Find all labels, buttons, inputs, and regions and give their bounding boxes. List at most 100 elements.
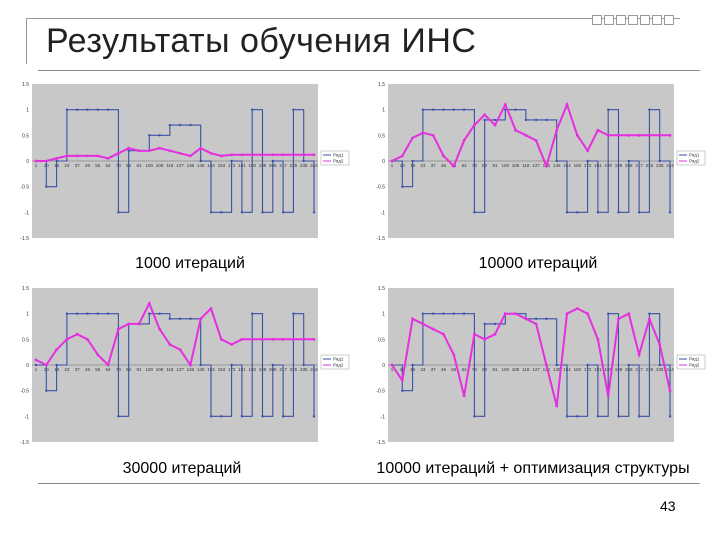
chart-2: 1.510.50-0.5-1-1.51101923374655647382911…: [376, 82, 706, 242]
x-tick-label: 127: [176, 367, 184, 372]
x-tick-label: 91: [136, 163, 142, 168]
x-tick-label: 91: [492, 367, 498, 372]
legend-label: Ряд1: [689, 153, 700, 158]
series-2-point: [596, 128, 600, 132]
series-1-point: [281, 415, 285, 418]
series-1-point: [117, 415, 120, 418]
series-2-point: [189, 154, 192, 158]
series-1-point: [483, 322, 486, 326]
page-number: 43: [660, 498, 676, 514]
series-1-point: [658, 363, 661, 367]
series-2-point: [524, 133, 528, 137]
x-tick-label: 118: [522, 367, 530, 372]
x-tick-label: 118: [166, 163, 174, 168]
series-line-2: [36, 147, 314, 162]
series-1-point: [555, 363, 558, 367]
x-tick-label: 100: [502, 367, 510, 372]
series-2-point: [292, 337, 295, 341]
series-2-point: [596, 337, 600, 341]
series-2-point: [462, 139, 466, 142]
footer-divider: [38, 483, 700, 484]
x-tick-label: 127: [176, 163, 184, 168]
series-2-point: [411, 317, 414, 321]
series-1-point: [462, 108, 466, 111]
series-2-point: [44, 159, 48, 163]
y-tick-label: -0.5: [376, 389, 385, 395]
x-tick-label: 127: [532, 163, 540, 168]
x-tick-label: 100: [146, 367, 154, 372]
series-1-point: [189, 123, 192, 127]
series-1-point: [96, 312, 99, 315]
y-tick-label: 0.5: [378, 337, 385, 343]
series-2-point: [147, 302, 151, 305]
series-1-point: [607, 312, 610, 315]
series-1-point: [168, 123, 172, 127]
series-1-point: [473, 415, 476, 418]
x-tick-label: 127: [532, 367, 540, 372]
y-tick-label: 0: [382, 159, 385, 165]
series-1-point: [75, 312, 79, 315]
series-1-point: [627, 159, 631, 163]
series-1-point: [312, 415, 316, 418]
series-1-point: [251, 312, 254, 315]
series-1-point: [658, 159, 661, 163]
series-2-point: [75, 154, 79, 158]
series-line-2: [391, 101, 670, 170]
x-tick-label: 1: [35, 367, 38, 372]
series-1-point: [504, 108, 507, 111]
y-tick-label: 1: [26, 312, 29, 318]
series-1-point: [86, 312, 89, 315]
y-tick-label: 0.5: [22, 133, 29, 139]
series-1-point: [668, 415, 672, 418]
x-tick-label: 163: [218, 163, 226, 168]
series-1-point: [106, 312, 110, 315]
y-tick-label: -1.5: [376, 236, 385, 242]
x-tick-label: 109: [512, 367, 520, 372]
y-tick-label: -1: [381, 210, 386, 216]
series-2-point: [493, 332, 497, 336]
chart-panel-1: 1.5 1 0.5 0 -0.5 -1 -1.5 1 10 19 23 37 46 55 64 73 82 91 1…: [10, 78, 352, 248]
series-1-point: [637, 415, 641, 418]
series-2-point: [240, 153, 244, 157]
series-2-point: [209, 307, 213, 310]
series-1-point: [452, 108, 455, 111]
series-1-point: [178, 317, 182, 320]
series-1-point: [473, 211, 476, 214]
y-tick-label: -1: [25, 414, 30, 420]
series-2-point: [209, 151, 213, 155]
x-tick-label: 145: [197, 163, 205, 168]
series-2-point: [421, 131, 425, 135]
series-2-point: [127, 322, 131, 326]
series-2-point: [34, 358, 38, 362]
x-tick-label: 136: [187, 367, 195, 372]
series-2-point: [452, 164, 456, 168]
series-1-point: [411, 159, 414, 163]
x-tick-label: 64: [462, 367, 468, 372]
series-2-point: [281, 153, 285, 157]
series-2-point: [178, 151, 182, 155]
series-2-point: [472, 123, 476, 127]
series-2-point: [219, 154, 223, 158]
x-tick-label: 46: [85, 163, 91, 168]
x-tick-label: 109: [156, 163, 164, 168]
series-1-point: [158, 312, 161, 315]
series-2-point: [75, 332, 79, 336]
caption-10000: 10000 итераций: [478, 255, 598, 272]
series-1-point: [75, 108, 79, 111]
y-tick-label: 0: [26, 159, 29, 165]
series-2-point: [86, 337, 89, 341]
series-2-point: [617, 133, 620, 137]
y-tick-label: 1.5: [378, 82, 385, 88]
series-1-point: [302, 363, 305, 367]
x-tick-label: 1: [35, 163, 38, 168]
series-2-point: [292, 153, 295, 157]
series-1-point: [127, 149, 130, 152]
series-1-point: [483, 118, 486, 122]
x-tick-label: 145: [553, 367, 561, 372]
legend-label: Ряд1: [333, 357, 344, 362]
x-tick-label: 55: [95, 367, 101, 372]
series-line-1: [36, 109, 315, 213]
series-2-point: [271, 337, 275, 341]
series-1-point: [421, 108, 425, 111]
chart-3: 1.510.50-0.5-1-1.51 10 19 23 37 46 55 64 73 82 91 1…: [20, 286, 350, 446]
